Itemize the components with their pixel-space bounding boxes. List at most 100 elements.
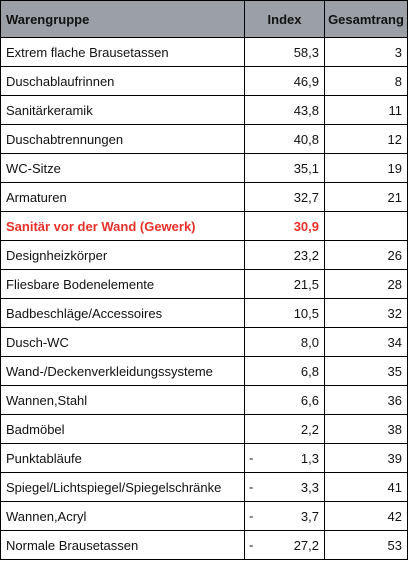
cell-index: 35,1 [244,153,325,183]
index-value: 2,2 [300,421,319,437]
cell-gesamtrang: 12 [324,124,408,154]
cell-warengruppe: Sanitärkeramik [0,95,245,125]
table-row: Normale Brausetassen - 27,2 53 [0,530,408,560]
cell-index: 32,7 [244,182,325,212]
header-row: Warengruppe Index Gesamtrang [0,0,408,38]
cell-gesamtrang: 21 [324,182,408,212]
cell-warengruppe: Badbeschläge/Accessoires [0,298,245,328]
negative-sign: - [249,537,254,553]
cell-gesamtrang: 26 [324,240,408,270]
index-value: 3,3 [300,479,319,495]
cell-warengruppe: Duschabtrennungen [0,124,245,154]
index-value: 58,3 [293,44,319,60]
table-row: Duschablaufrinnen 46,9 8 [0,66,408,96]
index-value: 32,7 [293,189,319,205]
cell-warengruppe: Wannen,Stahl [0,385,245,415]
cell-gesamtrang: 38 [324,414,408,444]
index-value: 46,9 [293,73,319,89]
cell-warengruppe: Duschablaufrinnen [0,66,245,96]
cell-warengruppe: Wand-/Deckenverkleidungssysteme [0,356,245,386]
table-row: Sanitär vor der Wand (Gewerk) 30,9 [0,211,408,241]
cell-gesamtrang: 35 [324,356,408,386]
cell-gesamtrang: 53 [324,530,408,560]
cell-index: - 3,3 [244,472,325,502]
cell-gesamtrang: 34 [324,327,408,357]
index-value: 10,5 [293,305,319,321]
index-value: 27,2 [293,537,319,553]
index-value: 8,0 [300,334,319,350]
index-value: 21,5 [293,276,319,292]
product-group-table: Warengruppe Index Gesamtrang Extrem flac… [0,0,408,560]
index-value: 40,8 [293,131,319,147]
cell-gesamtrang: 42 [324,501,408,531]
table-row: Extrem flache Brausetassen 58,3 3 [0,37,408,67]
index-value: 43,8 [293,102,319,118]
index-value: 3,7 [300,508,319,524]
index-value: 35,1 [293,160,319,176]
cell-warengruppe: Extrem flache Brausetassen [0,37,245,67]
cell-index: 30,9 [244,211,325,241]
negative-sign: - [249,450,254,466]
table-row: Badbeschläge/Accessoires 10,5 32 [0,298,408,328]
cell-gesamtrang: 3 [324,37,408,67]
cell-gesamtrang: 19 [324,153,408,183]
header-index: Index [244,0,325,38]
cell-gesamtrang: 39 [324,443,408,473]
table-row: Designheizkörper 23,2 26 [0,240,408,270]
cell-index: 6,8 [244,356,325,386]
table-row: Wannen,Acryl - 3,7 42 [0,501,408,531]
cell-gesamtrang: 41 [324,472,408,502]
cell-gesamtrang [324,211,408,241]
cell-index: 6,6 [244,385,325,415]
cell-index: 46,9 [244,66,325,96]
cell-index: 10,5 [244,298,325,328]
cell-warengruppe: Sanitär vor der Wand (Gewerk) [0,211,245,241]
negative-sign: - [249,508,254,524]
table-row: WC-Sitze 35,1 19 [0,153,408,183]
cell-gesamtrang: 36 [324,385,408,415]
cell-warengruppe: Armaturen [0,182,245,212]
cell-index: 58,3 [244,37,325,67]
index-value: 23,2 [293,247,319,263]
cell-warengruppe: Designheizkörper [0,240,245,270]
table-row: Sanitärkeramik 43,8 11 [0,95,408,125]
cell-gesamtrang: 32 [324,298,408,328]
cell-gesamtrang: 11 [324,95,408,125]
table-row: Wannen,Stahl 6,6 36 [0,385,408,415]
cell-index: 43,8 [244,95,325,125]
table-body: Extrem flache Brausetassen 58,3 3 Duschabla… [0,37,408,560]
index-value: 6,6 [300,392,319,408]
table-row: Armaturen 32,7 21 [0,182,408,212]
cell-warengruppe: Punktabläufe [0,443,245,473]
cell-index: 21,5 [244,269,325,299]
table-row: Punktabläufe - 1,3 39 [0,443,408,473]
table-row: Dusch-WC 8,0 34 [0,327,408,357]
negative-sign: - [249,479,254,495]
cell-gesamtrang: 8 [324,66,408,96]
table-row: Spiegel/Lichtspiegel/Spiegelschränke - 3,3… [0,472,408,502]
cell-index: 8,0 [244,327,325,357]
cell-warengruppe: WC-Sitze [0,153,245,183]
cell-index: 23,2 [244,240,325,270]
index-value: 30,9 [293,218,319,234]
cell-index: - 3,7 [244,501,325,531]
table-row: Badmöbel 2,2 38 [0,414,408,444]
table-row: Duschabtrennungen 40,8 12 [0,124,408,154]
table-row: Fliesbare Bodenelemente 21,5 28 [0,269,408,299]
cell-index: - 1,3 [244,443,325,473]
index-value: 1,3 [300,450,319,466]
index-value: 6,8 [300,363,319,379]
header-warengruppe: Warengruppe [0,0,245,38]
cell-warengruppe: Wannen,Acryl [0,501,245,531]
cell-index: - 27,2 [244,530,325,560]
cell-warengruppe: Normale Brausetassen [0,530,245,560]
header-gesamtrang: Gesamtrang [324,0,408,38]
cell-warengruppe: Dusch-WC [0,327,245,357]
cell-index: 40,8 [244,124,325,154]
cell-warengruppe: Spiegel/Lichtspiegel/Spiegelschränke [0,472,245,502]
cell-warengruppe: Fliesbare Bodenelemente [0,269,245,299]
cell-warengruppe: Badmöbel [0,414,245,444]
cell-gesamtrang: 28 [324,269,408,299]
table-row: Wand-/Deckenverkleidungssysteme 6,8 35 [0,356,408,386]
cell-index: 2,2 [244,414,325,444]
